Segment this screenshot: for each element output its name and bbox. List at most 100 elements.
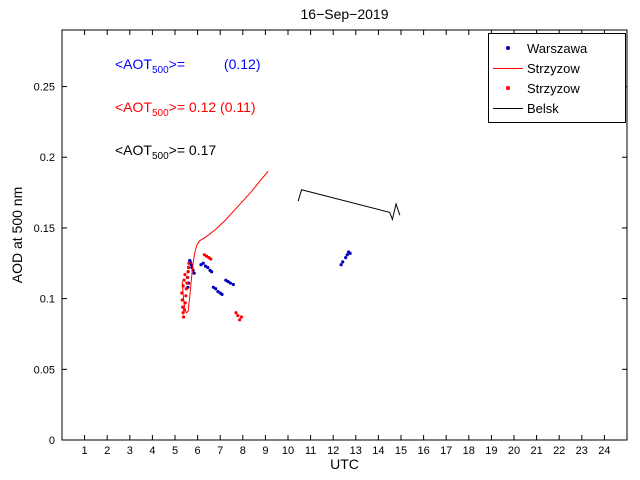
data-point-strzyzow <box>184 294 188 298</box>
y-axis-label: AOD at 500 nm <box>9 186 25 284</box>
x-tick-label: 21 <box>530 445 542 457</box>
data-point-strzyzow <box>234 311 238 315</box>
line-marker-icon <box>489 107 527 109</box>
annotation-value: >= 0.12 (0.11) <box>168 99 256 115</box>
x-tick-label: 12 <box>327 445 339 457</box>
line-marker-icon <box>489 67 527 69</box>
annotation-subscript: 500 <box>151 107 169 119</box>
data-point-strzyzow <box>181 284 185 288</box>
x-axis-label: UTC <box>330 456 359 472</box>
data-point-warszawa <box>231 282 235 287</box>
mean-aot-annotation-strzyzow: <AOT500>= 0.12 (0.11) <box>115 99 256 122</box>
y-tick-label: 0.1 <box>40 294 55 306</box>
annotation-subscript: 500 <box>151 64 169 76</box>
x-tick-label: 16 <box>417 445 429 457</box>
annotation-value: >= (0.12) <box>168 56 261 72</box>
x-tick-label: 11 <box>305 445 316 457</box>
annotation-value: >= 0.17 <box>168 142 217 158</box>
data-point-warszawa <box>344 256 348 260</box>
chart-title: 16−Sep−2019 <box>300 6 389 22</box>
data-point-strzyzow <box>187 261 191 265</box>
data-point-warszawa <box>220 292 224 296</box>
data-point-strzyzow <box>236 313 240 318</box>
x-tick-label: 4 <box>149 445 155 457</box>
data-point-strzyzow <box>183 301 187 305</box>
x-tick-label: 7 <box>217 445 223 457</box>
x-tick-label: 20 <box>508 445 520 457</box>
data-point-strzyzow <box>184 287 188 291</box>
series-line-belsk <box>297 189 401 222</box>
annotation-prefix: <AOT <box>115 142 152 158</box>
x-tick-label: 24 <box>598 445 610 457</box>
legend-item-warszawa-0: Warszawa <box>489 38 625 58</box>
data-point-warszawa <box>206 265 210 270</box>
data-point-strzyzow <box>209 257 213 261</box>
mean-aot-annotation-warszawa: <AOT500>= (0.12) <box>115 56 260 79</box>
data-point-warszawa <box>341 260 345 264</box>
x-tick-label: 14 <box>372 445 384 457</box>
data-point-strzyzow <box>181 305 185 309</box>
data-point-strzyzow <box>180 291 184 295</box>
data-point-strzyzow <box>182 308 187 312</box>
x-tick-label: 17 <box>440 445 452 457</box>
annotation-prefix: <AOT <box>115 99 152 115</box>
x-tick-label: 3 <box>127 445 133 457</box>
annotation-subscript: 500 <box>151 150 169 162</box>
data-point-warszawa <box>228 281 232 285</box>
data-point-warszawa <box>201 261 205 265</box>
data-point-warszawa <box>214 287 218 291</box>
x-tick-label: 2 <box>104 445 110 457</box>
x-tick-label: 15 <box>395 445 407 457</box>
data-point-strzyzow <box>185 281 189 285</box>
x-tick-label: 22 <box>553 445 565 457</box>
x-tick-label: 10 <box>282 445 294 457</box>
data-point-strzyzow <box>183 272 187 277</box>
data-point-warszawa <box>192 271 196 275</box>
data-point-strzyzow <box>186 270 190 274</box>
marker-symbol <box>493 107 523 109</box>
legend-item-strzyzow-1: Strzyzow <box>489 58 625 78</box>
marker-symbol <box>506 86 510 90</box>
legend-item-belsk-3: Belsk <box>489 98 625 118</box>
data-point-strzyzow <box>239 315 244 319</box>
x-tick-label: 23 <box>576 445 588 457</box>
data-point-warszawa <box>339 263 343 267</box>
legend-label: Strzyzow <box>527 60 580 76</box>
y-tick-label: 0.25 <box>34 82 55 94</box>
marker-symbol <box>506 46 510 50</box>
x-tick-label: 8 <box>240 445 246 457</box>
data-point-strzyzow <box>181 315 186 319</box>
data-point-strzyzow <box>182 278 186 282</box>
x-tick-label: 6 <box>195 445 201 457</box>
data-point-warszawa <box>345 253 349 257</box>
y-tick-label: 0 <box>49 435 55 447</box>
x-tick-label: 18 <box>463 445 475 457</box>
y-tick-label: 0.05 <box>34 364 55 376</box>
data-point-warszawa <box>210 270 214 274</box>
annotation-prefix: <AOT <box>115 56 152 72</box>
dot-marker-icon <box>489 46 527 50</box>
legend-label: Warszawa <box>527 40 588 56</box>
series-line-strzyzow <box>181 171 269 314</box>
data-point-warszawa <box>348 251 352 255</box>
data-point-strzyzow <box>238 318 242 322</box>
marker-symbol <box>493 67 523 69</box>
legend-item-strzyzow-2: Strzyzow <box>489 78 625 98</box>
legend-label: Belsk <box>527 100 559 116</box>
data-point-strzyzow <box>186 275 190 280</box>
dot-marker-icon <box>489 86 527 90</box>
y-tick-label: 0.2 <box>40 152 55 164</box>
x-tick-label: 1 <box>82 445 88 457</box>
x-tick-label: 13 <box>350 445 362 457</box>
data-point-strzyzow <box>180 298 184 302</box>
x-tick-label: 19 <box>485 445 497 457</box>
legend: Warszawa Strzyzow Strzyzow Belsk <box>488 33 626 123</box>
data-point-strzyzow <box>186 265 191 270</box>
data-point-strzyzow <box>181 311 185 315</box>
x-tick-label: 9 <box>262 445 268 457</box>
x-tick-label: 5 <box>172 445 178 457</box>
mean-aot-annotation-belsk: <AOT500>= 0.17 <box>115 142 216 165</box>
y-tick-label: 0.15 <box>34 223 55 235</box>
legend-label: Strzyzow <box>527 80 580 96</box>
